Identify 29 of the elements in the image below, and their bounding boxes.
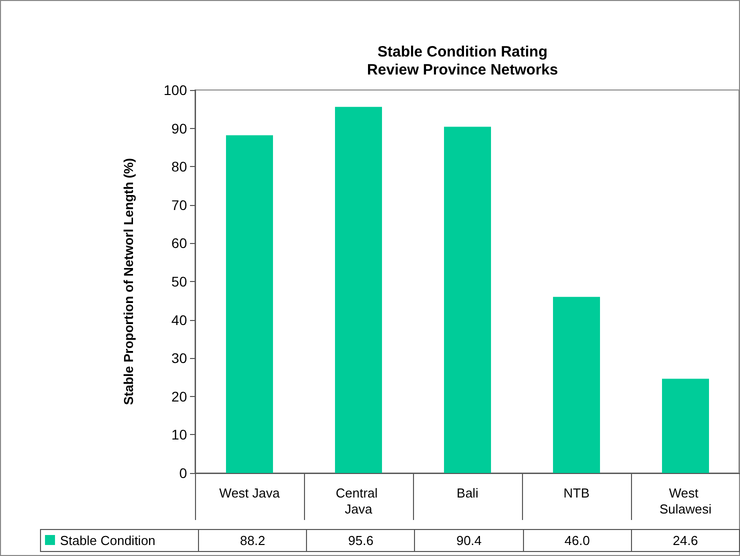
y-tick-label: 20 (171, 388, 188, 404)
y-tick-label: 40 (171, 312, 188, 328)
y-tick-label: 30 (171, 350, 188, 366)
y-tick-label: 90 (171, 120, 188, 136)
y-tick-label: 70 (171, 196, 188, 213)
y-tick-label: 60 (171, 235, 188, 252)
y-tick-label: 100 (164, 82, 188, 98)
data-label: 88.2 (198, 530, 307, 552)
data-label: 46.0 (523, 530, 632, 552)
data-label: 90.4 (414, 530, 524, 552)
x-tick-label: Bali (456, 486, 478, 500)
x-tick-label: Central Java (336, 486, 382, 516)
x-tick-label: West Java (219, 486, 280, 500)
bar (553, 296, 600, 473)
bar (444, 126, 491, 473)
data-label: 95.6 (306, 530, 415, 552)
x-tick-label: West Sulawesi (659, 486, 712, 516)
data-label: 24.6 (631, 530, 740, 552)
y-tick-label: 50 (171, 274, 188, 290)
y-tick-label: 80 (171, 158, 188, 175)
x-tick-label: NTB (564, 486, 590, 500)
y-tick-label: 0 (179, 465, 188, 481)
bar (662, 378, 709, 473)
y-axis-title: Stable Proportion of Networl Length (%) (121, 158, 136, 405)
bar (226, 135, 273, 473)
bar (335, 106, 382, 473)
legend-label: Stable Condition (40, 530, 199, 552)
chart-title: Stable Condition Rating Review Province Networks (367, 44, 558, 78)
y-tick-label: 10 (171, 426, 188, 443)
